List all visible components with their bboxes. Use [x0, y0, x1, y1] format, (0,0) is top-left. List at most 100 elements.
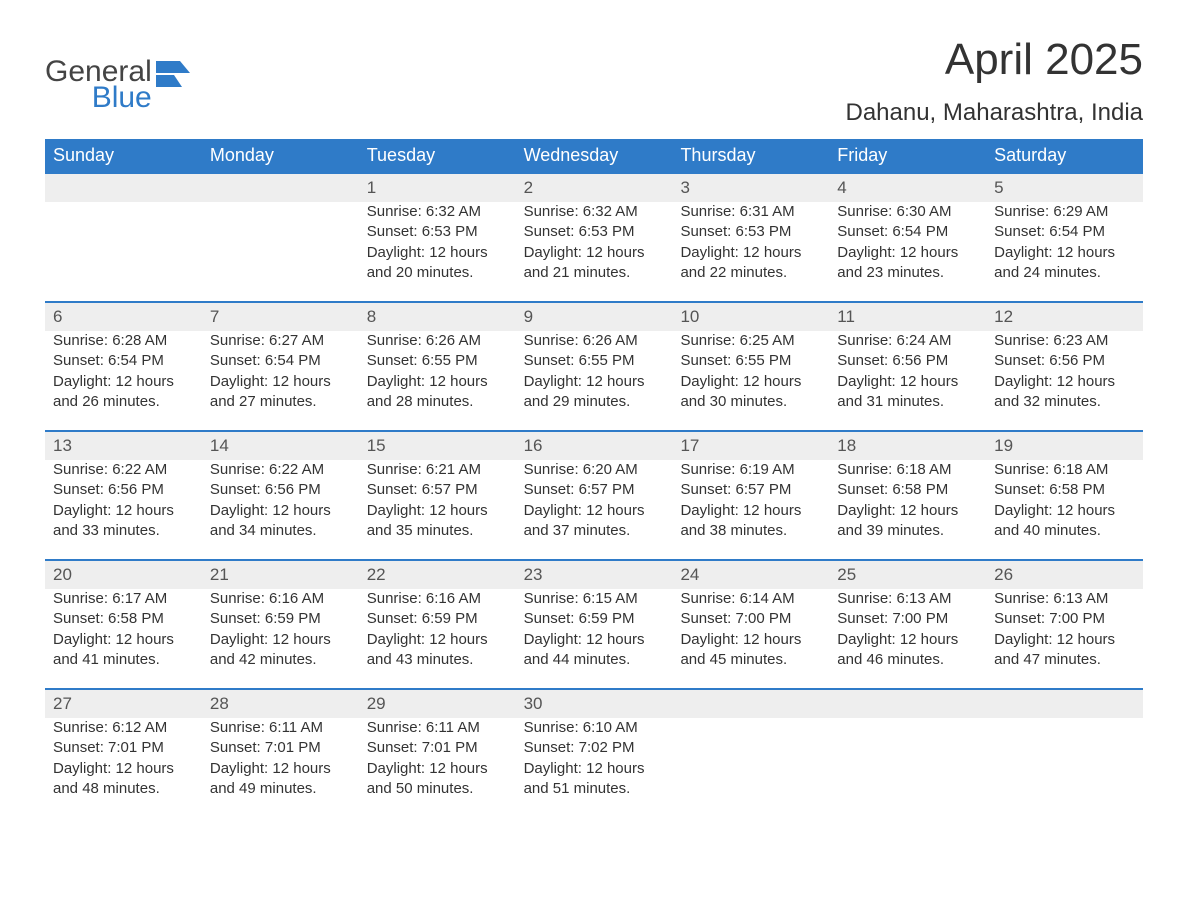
header: General Blue April 2025 Dahanu, Maharash…	[45, 35, 1143, 127]
daylight-text: Daylight: 12 hours and 28 minutes.	[367, 372, 508, 413]
daylight-text: Daylight: 12 hours and 43 minutes.	[367, 630, 508, 671]
sunrise-text: Sunrise: 6:22 AM	[210, 460, 351, 480]
sunrise-text: Sunrise: 6:12 AM	[53, 718, 194, 738]
day-number: 3	[672, 174, 829, 202]
daylight-text: Daylight: 12 hours and 35 minutes.	[367, 501, 508, 542]
day-number: 21	[202, 561, 359, 589]
day-number: 15	[359, 432, 516, 460]
calendar-cell	[45, 202, 202, 301]
calendar: Sunday Monday Tuesday Wednesday Thursday…	[45, 139, 1143, 817]
calendar-cell	[986, 718, 1143, 817]
daylight-text: Daylight: 12 hours and 45 minutes.	[680, 630, 821, 671]
logo-flag-icon	[156, 61, 190, 87]
day-header-saturday: Saturday	[986, 139, 1143, 172]
sunset-text: Sunset: 6:55 PM	[367, 351, 508, 371]
calendar-cell: Sunrise: 6:12 AMSunset: 7:01 PMDaylight:…	[45, 718, 202, 817]
daylight-text: Daylight: 12 hours and 24 minutes.	[994, 243, 1135, 284]
calendar-cell: Sunrise: 6:24 AMSunset: 6:56 PMDaylight:…	[829, 331, 986, 430]
calendar-cell	[202, 202, 359, 301]
sunrise-text: Sunrise: 6:26 AM	[524, 331, 665, 351]
sunset-text: Sunset: 7:00 PM	[837, 609, 978, 629]
month-title: April 2025	[845, 35, 1143, 85]
week-row: Sunrise: 6:17 AMSunset: 6:58 PMDaylight:…	[45, 589, 1143, 688]
sunset-text: Sunset: 7:00 PM	[994, 609, 1135, 629]
day-number: 16	[516, 432, 673, 460]
week-row: Sunrise: 6:22 AMSunset: 6:56 PMDaylight:…	[45, 460, 1143, 559]
daylight-text: Daylight: 12 hours and 50 minutes.	[367, 759, 508, 800]
day-number: 13	[45, 432, 202, 460]
day-number: 4	[829, 174, 986, 202]
calendar-cell: Sunrise: 6:18 AMSunset: 6:58 PMDaylight:…	[829, 460, 986, 559]
calendar-cell: Sunrise: 6:29 AMSunset: 6:54 PMDaylight:…	[986, 202, 1143, 301]
daylight-text: Daylight: 12 hours and 32 minutes.	[994, 372, 1135, 413]
calendar-cell: Sunrise: 6:15 AMSunset: 6:59 PMDaylight:…	[516, 589, 673, 688]
sunset-text: Sunset: 7:01 PM	[367, 738, 508, 758]
day-header-thursday: Thursday	[672, 139, 829, 172]
week-daynum-row: 6789101112	[45, 301, 1143, 331]
sunrise-text: Sunrise: 6:25 AM	[680, 331, 821, 351]
day-header-friday: Friday	[829, 139, 986, 172]
week-daynum-row: 12345	[45, 172, 1143, 202]
calendar-cell: Sunrise: 6:21 AMSunset: 6:57 PMDaylight:…	[359, 460, 516, 559]
week-daynum-row: 13141516171819	[45, 430, 1143, 460]
sunset-text: Sunset: 7:02 PM	[524, 738, 665, 758]
day-number	[829, 690, 986, 718]
sunset-text: Sunset: 6:55 PM	[680, 351, 821, 371]
sunset-text: Sunset: 6:54 PM	[53, 351, 194, 371]
day-number: 17	[672, 432, 829, 460]
sunrise-text: Sunrise: 6:11 AM	[210, 718, 351, 738]
calendar-cell: Sunrise: 6:27 AMSunset: 6:54 PMDaylight:…	[202, 331, 359, 430]
sunrise-text: Sunrise: 6:13 AM	[994, 589, 1135, 609]
calendar-cell: Sunrise: 6:17 AMSunset: 6:58 PMDaylight:…	[45, 589, 202, 688]
sunrise-text: Sunrise: 6:31 AM	[680, 202, 821, 222]
calendar-cell: Sunrise: 6:10 AMSunset: 7:02 PMDaylight:…	[516, 718, 673, 817]
weeks-container: 12345Sunrise: 6:32 AMSunset: 6:53 PMDayl…	[45, 172, 1143, 817]
day-number: 5	[986, 174, 1143, 202]
daylight-text: Daylight: 12 hours and 31 minutes.	[837, 372, 978, 413]
calendar-cell: Sunrise: 6:13 AMSunset: 7:00 PMDaylight:…	[829, 589, 986, 688]
sunrise-text: Sunrise: 6:30 AM	[837, 202, 978, 222]
sunset-text: Sunset: 6:55 PM	[524, 351, 665, 371]
day-number: 9	[516, 303, 673, 331]
sunrise-text: Sunrise: 6:16 AM	[367, 589, 508, 609]
calendar-cell: Sunrise: 6:31 AMSunset: 6:53 PMDaylight:…	[672, 202, 829, 301]
calendar-cell: Sunrise: 6:11 AMSunset: 7:01 PMDaylight:…	[359, 718, 516, 817]
daylight-text: Daylight: 12 hours and 22 minutes.	[680, 243, 821, 284]
sunrise-text: Sunrise: 6:18 AM	[994, 460, 1135, 480]
day-number: 18	[829, 432, 986, 460]
sunset-text: Sunset: 6:57 PM	[680, 480, 821, 500]
calendar-cell: Sunrise: 6:13 AMSunset: 7:00 PMDaylight:…	[986, 589, 1143, 688]
day-number: 8	[359, 303, 516, 331]
sunset-text: Sunset: 6:57 PM	[367, 480, 508, 500]
calendar-cell: Sunrise: 6:18 AMSunset: 6:58 PMDaylight:…	[986, 460, 1143, 559]
day-number: 14	[202, 432, 359, 460]
calendar-cell: Sunrise: 6:19 AMSunset: 6:57 PMDaylight:…	[672, 460, 829, 559]
sunset-text: Sunset: 6:53 PM	[367, 222, 508, 242]
week-row: Sunrise: 6:12 AMSunset: 7:01 PMDaylight:…	[45, 718, 1143, 817]
calendar-cell: Sunrise: 6:16 AMSunset: 6:59 PMDaylight:…	[359, 589, 516, 688]
sunrise-text: Sunrise: 6:22 AM	[53, 460, 194, 480]
daylight-text: Daylight: 12 hours and 42 minutes.	[210, 630, 351, 671]
daylight-text: Daylight: 12 hours and 20 minutes.	[367, 243, 508, 284]
daylight-text: Daylight: 12 hours and 48 minutes.	[53, 759, 194, 800]
sunset-text: Sunset: 6:56 PM	[994, 351, 1135, 371]
day-number: 29	[359, 690, 516, 718]
sunset-text: Sunset: 6:54 PM	[994, 222, 1135, 242]
sunset-text: Sunset: 6:58 PM	[837, 480, 978, 500]
day-header-sunday: Sunday	[45, 139, 202, 172]
calendar-cell: Sunrise: 6:30 AMSunset: 6:54 PMDaylight:…	[829, 202, 986, 301]
week-daynum-row: 27282930	[45, 688, 1143, 718]
week-daynum-row: 20212223242526	[45, 559, 1143, 589]
calendar-cell: Sunrise: 6:14 AMSunset: 7:00 PMDaylight:…	[672, 589, 829, 688]
sunrise-text: Sunrise: 6:32 AM	[524, 202, 665, 222]
daylight-text: Daylight: 12 hours and 40 minutes.	[994, 501, 1135, 542]
day-number: 25	[829, 561, 986, 589]
daylight-text: Daylight: 12 hours and 47 minutes.	[994, 630, 1135, 671]
daylight-text: Daylight: 12 hours and 26 minutes.	[53, 372, 194, 413]
day-number	[202, 174, 359, 202]
daylight-text: Daylight: 12 hours and 37 minutes.	[524, 501, 665, 542]
title-block: April 2025 Dahanu, Maharashtra, India	[845, 35, 1143, 127]
day-number: 20	[45, 561, 202, 589]
day-number: 19	[986, 432, 1143, 460]
daylight-text: Daylight: 12 hours and 30 minutes.	[680, 372, 821, 413]
